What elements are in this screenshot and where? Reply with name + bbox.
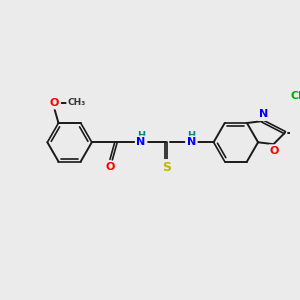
- Text: N: N: [136, 137, 146, 147]
- Text: N: N: [187, 137, 196, 147]
- Text: H: H: [137, 131, 145, 142]
- Text: Cl: Cl: [290, 91, 300, 101]
- Text: N: N: [259, 109, 268, 119]
- Text: O: O: [50, 98, 59, 108]
- Text: S: S: [162, 161, 171, 174]
- Text: O: O: [106, 162, 115, 172]
- Text: CH₃: CH₃: [68, 98, 86, 107]
- Text: O: O: [270, 146, 279, 156]
- Text: H: H: [187, 131, 195, 142]
